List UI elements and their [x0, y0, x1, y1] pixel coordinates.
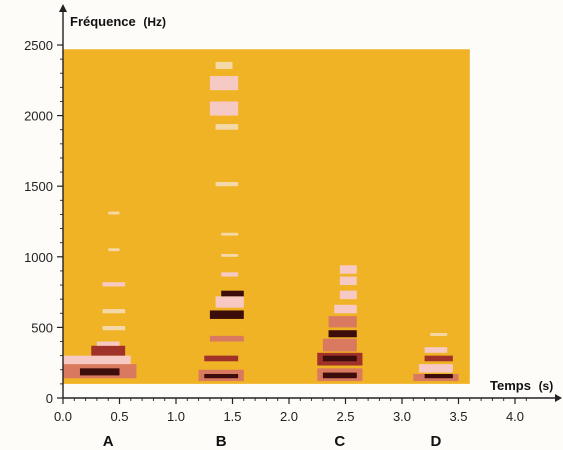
spectrogram-band-c: [322, 372, 357, 379]
spectrogram-band-b: [221, 290, 244, 297]
spectrogram-band-a: [91, 345, 126, 356]
y-axis-arrow: [59, 4, 67, 12]
spectrogram-band-b: [204, 373, 239, 379]
segment-label-d: D: [430, 433, 441, 450]
spectrogram-band-a: [108, 211, 120, 215]
spectrogram-band-a: [102, 325, 126, 331]
spectrogram-band-a: [96, 341, 120, 346]
spectrogram-band-b: [209, 101, 239, 116]
y-axis-label: Fréquence: [70, 14, 136, 29]
spectrogram-band-b: [215, 124, 239, 130]
spectrogram-band-d: [424, 347, 448, 353]
spectrogram-band-c: [328, 316, 357, 328]
x-tick-label: 2.0: [280, 409, 298, 424]
x-tick-label: 3.0: [393, 409, 411, 424]
x-axis-label: Temps: [490, 378, 531, 393]
spectrogram-band-c: [339, 265, 357, 274]
x-tick-label: 0.5: [110, 409, 128, 424]
spectrogram-band-c: [328, 330, 357, 338]
segment-label-a: A: [103, 433, 114, 450]
spectrogram-background: [63, 49, 470, 384]
spectrogram-band-b: [215, 181, 239, 187]
spectrogram-band-b: [215, 296, 244, 308]
spectrogram-band-b: [221, 232, 239, 236]
spectrogram-band-a: [108, 248, 120, 252]
spectrogram-band-a: [63, 355, 131, 365]
spectrogram-band-b: [221, 253, 239, 257]
x-tick-label: 3.5: [449, 409, 467, 424]
x-tick-label: 4.0: [506, 409, 524, 424]
y-axis-unit: (Hz): [143, 15, 166, 29]
spectrogram-band-b: [209, 335, 244, 342]
x-tick-label: 0.0: [54, 409, 72, 424]
spectrogram-band-d: [424, 373, 453, 379]
spectrogram-band-c: [339, 276, 357, 286]
spectrogram-band-d: [430, 333, 448, 336]
spectrogram-band-c: [322, 355, 357, 362]
y-tick-label: 1500: [24, 179, 53, 194]
spectrogram-band-d: [424, 355, 453, 362]
spectrogram-band-b: [209, 76, 239, 91]
x-axis-arrow: [555, 394, 562, 402]
spectrogram-band-a: [102, 282, 126, 287]
spectrogram-band-b: [204, 355, 239, 362]
x-axis-unit: (s): [539, 379, 554, 393]
spectrogram-band-d: [418, 364, 453, 373]
spectrogram-band-b: [221, 272, 239, 277]
segment-label-b: B: [216, 433, 227, 450]
spectrogram-band-c: [339, 290, 357, 300]
spectrogram-band-b: [215, 61, 233, 70]
spectrogram-bands: [63, 61, 459, 382]
y-tick-label: 2500: [24, 38, 53, 53]
y-tick-label: 0: [46, 391, 53, 406]
x-tick-label: 2.5: [336, 409, 354, 424]
axis-ticks: 0.0 0.5 1.0 1.5 2.0 2.5 3.0 3.5 4.0 0 500 1000 1500 2…: [24, 38, 527, 424]
x-axis-title: Temps (s): [490, 378, 553, 393]
spectrogram-band-a: [79, 368, 120, 376]
segment-label-c: C: [334, 433, 345, 450]
spectrogram-band-b: [209, 310, 244, 319]
y-tick-label: 2000: [24, 109, 53, 124]
x-tick-label: 1.0: [167, 409, 185, 424]
spectrogram-band-a: [102, 309, 126, 314]
y-tick-label: 500: [31, 320, 53, 335]
x-tick-label: 1.5: [223, 409, 241, 424]
segment-labels: A B C D: [103, 433, 442, 450]
y-axis-title: Fréquence (Hz): [70, 14, 166, 29]
spectrogram-band-c: [334, 304, 357, 314]
y-tick-label: 1000: [24, 250, 53, 265]
spectrogram-band-c: [322, 338, 357, 352]
